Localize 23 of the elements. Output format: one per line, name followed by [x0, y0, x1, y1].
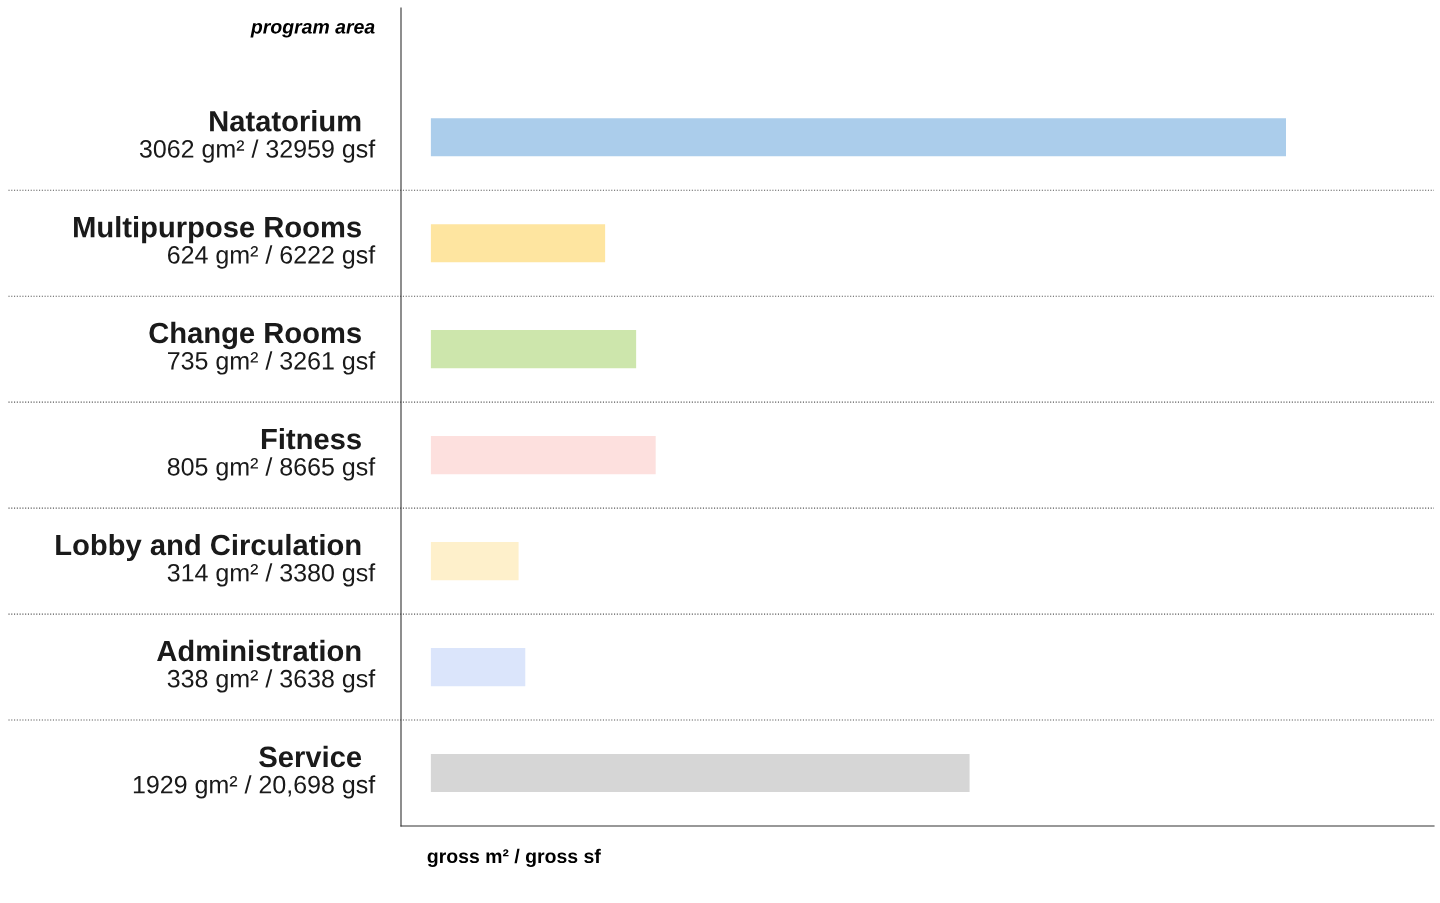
data-label: 1929 gm² / 20,698 gsf: [133, 775, 376, 799]
y-tick-label: Fitness: [261, 427, 361, 450]
y-axis-title: program area: [250, 23, 375, 38]
bar: [430, 224, 606, 263]
bar: [430, 542, 519, 581]
y-tick-label: Service: [259, 745, 362, 768]
bar: [430, 436, 656, 475]
y-tick-label: Multipurpose Rooms: [74, 216, 361, 244]
data-label: 314 gm² / 3380 gsf: [167, 563, 376, 587]
data-label: 338 gm² / 3638 gsf: [167, 669, 376, 693]
y-tick-label: Natatorium: [210, 110, 361, 132]
y-tick-label: Lobby and Circulation: [56, 533, 361, 562]
bar: [430, 753, 970, 793]
y-tick-label: Change Rooms: [149, 321, 361, 350]
data-label: 3062 gm² / 32959 gsf: [139, 139, 376, 163]
data-label: 735 gm² / 3261 gsf: [168, 351, 376, 375]
data-label: 805 gm² / 8665 gsf: [167, 457, 376, 481]
bar: [430, 647, 526, 687]
bar: [430, 118, 1286, 157]
x-axis-title: gross m² / gross sf: [427, 848, 601, 868]
data-label: 624 gm² / 6222 gsf: [168, 245, 376, 269]
y-tick-label: Administration: [157, 639, 361, 662]
bar: [430, 330, 637, 369]
